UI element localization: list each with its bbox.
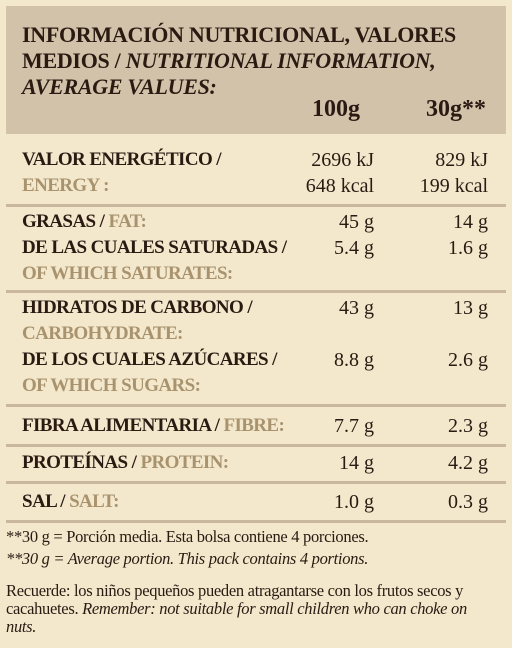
energy-kcal-100g: 648 kcal (305, 175, 374, 197)
divider (6, 444, 506, 447)
energy-kj-30g: 829 kJ (435, 149, 488, 171)
energy-kj-100g: 2696 kJ (311, 149, 374, 171)
title-sep: / (109, 48, 126, 73)
sugars-label-en: OF WHICH SUGARS: (22, 375, 201, 396)
energy-label-es: VALOR ENERGÉTICO / (22, 149, 222, 170)
protein-label: PROTEÍNAS / PROTEIN: (22, 452, 229, 473)
fat-label: GRASAS / FAT: (22, 211, 147, 232)
divider (6, 290, 506, 293)
carb-30g: 13 g (453, 297, 488, 319)
sugars-100g: 8.8 g (334, 349, 374, 371)
column-100g: 100g (312, 96, 360, 122)
footnote-en: **30 g = Average portion. This pack cont… (6, 549, 369, 568)
table-title: INFORMACIÓN NUTRICIONAL, VALORES MEDIOS … (22, 22, 492, 100)
carb-label-es: HIDRATOS DE CARBONO / (22, 297, 253, 318)
energy-kcal-30g: 199 kcal (419, 175, 488, 197)
saturates-30g: 1.6 g (448, 237, 488, 259)
fibre-label: FIBRA ALIMENTARIA / FIBRE: (22, 415, 285, 436)
protein-30g: 4.2 g (448, 452, 488, 474)
energy-label-en: ENERGY : (22, 175, 109, 196)
title-english: NUTRITIONAL INFORMATION, AVERAGE VALUES: (22, 48, 436, 99)
divider (6, 204, 506, 207)
carb-label-en: CARBOHYDRATE: (22, 323, 183, 344)
title-spanish: INFORMACIÓN NUTRICIONAL, VALORES MEDIOS (22, 22, 456, 73)
salt-label: SAL / SALT: (22, 491, 120, 512)
fat-30g: 14 g (453, 211, 488, 233)
column-30g: 30g** (426, 96, 486, 122)
saturates-label-es: DE LAS CUALES SATURADAS / (22, 237, 287, 258)
saturates-100g: 5.4 g (334, 237, 374, 259)
sugars-30g: 2.6 g (448, 349, 488, 371)
choking-warning: Recuerde: los niños pequeños pueden atra… (6, 581, 467, 636)
carb-100g: 43 g (339, 297, 374, 319)
saturates-label-en: OF WHICH SATURATES: (22, 263, 233, 284)
table-header (6, 6, 506, 134)
divider (6, 520, 506, 523)
fat-100g: 45 g (339, 211, 374, 233)
salt-100g: 1.0 g (334, 491, 374, 513)
divider (6, 404, 506, 407)
sugars-label-es: DE LOS CUALES AZÚCARES / (22, 349, 277, 370)
divider (6, 481, 506, 484)
footnote-es: **30 g = Porción media. Esta bolsa conti… (6, 527, 369, 546)
salt-30g: 0.3 g (448, 491, 488, 513)
protein-100g: 14 g (339, 452, 374, 474)
fibre-100g: 7.7 g (334, 415, 374, 437)
fibre-30g: 2.3 g (448, 415, 488, 437)
